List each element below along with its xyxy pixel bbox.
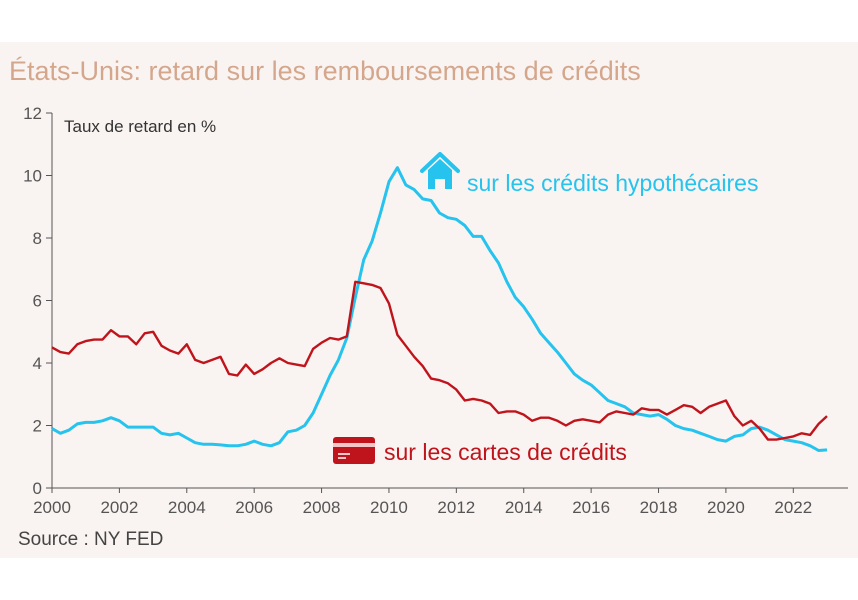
y-tick-label: 4 xyxy=(33,354,42,373)
source-note: Source : NY FED xyxy=(18,529,164,550)
x-tick-label: 2002 xyxy=(100,498,138,517)
x-tick-label: 2004 xyxy=(168,498,206,517)
x-tick-label: 2014 xyxy=(505,498,543,517)
x-tick-label: 2012 xyxy=(437,498,475,517)
series-label-mortgage: sur les crédits hypothécaires xyxy=(467,170,758,196)
y-tick-label: 8 xyxy=(33,229,42,248)
y-tick-label: 6 xyxy=(33,292,42,311)
x-tick-label: 2016 xyxy=(572,498,610,517)
chart-title: États-Unis: retard sur les remboursement… xyxy=(9,56,641,86)
x-tick-label: 2000 xyxy=(33,498,71,517)
y-ticks: 0 2 4 6 8 10 12 xyxy=(23,104,52,498)
series-line-credit-cards xyxy=(51,280,828,441)
x-tick-label: 2018 xyxy=(640,498,678,517)
x-tick-label: 2022 xyxy=(774,498,812,517)
series-label-credit-cards: sur les cartes de crédits xyxy=(384,439,627,465)
house-icon xyxy=(420,152,460,189)
y-tick-label: 0 xyxy=(33,479,42,498)
series-group xyxy=(51,166,828,452)
y-tick-label: 10 xyxy=(23,167,42,186)
x-tick-label: 2006 xyxy=(235,498,273,517)
y-tick-label: 12 xyxy=(23,104,42,123)
credit-card-icon xyxy=(333,437,375,464)
x-tick-label: 2010 xyxy=(370,498,408,517)
y-tick-label: 2 xyxy=(33,417,42,436)
series-line-mortgage xyxy=(51,166,828,452)
x-tick-label: 2008 xyxy=(303,498,341,517)
x-tick-label: 2020 xyxy=(707,498,745,517)
y-axis-label: Taux de retard en % xyxy=(64,117,216,136)
x-ticks: 2000 2002 2004 2006 2008 2010 2012 2014 2016 2018… xyxy=(33,488,812,517)
chart-panel xyxy=(0,42,858,558)
